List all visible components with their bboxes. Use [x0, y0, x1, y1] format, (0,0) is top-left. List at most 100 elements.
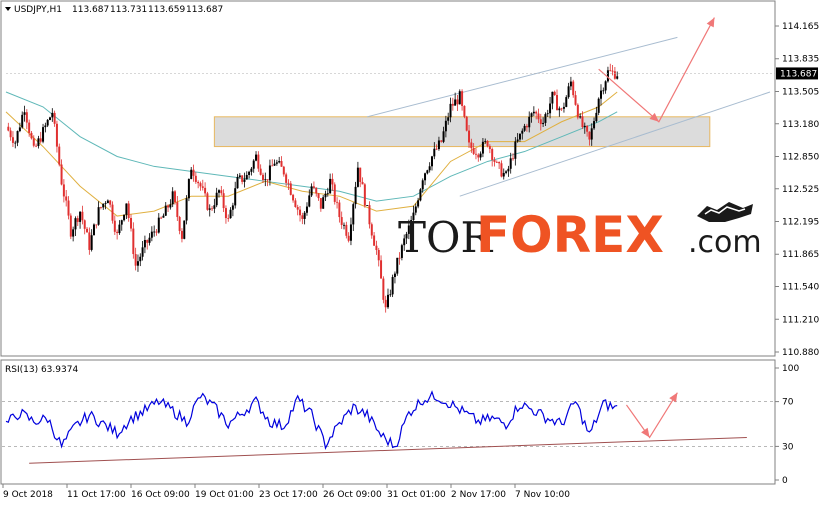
candle-body — [505, 171, 508, 173]
candle-body — [560, 108, 563, 110]
candle-body — [250, 168, 253, 172]
candle-body — [83, 220, 86, 229]
candle-body — [521, 130, 524, 134]
candle-body — [92, 224, 95, 236]
candle-body — [412, 212, 415, 221]
candle-body — [18, 127, 21, 132]
y-tick-label: 111.210 — [782, 315, 819, 325]
candle-body — [528, 116, 531, 128]
candle-body — [204, 187, 207, 194]
candle-body — [458, 91, 461, 105]
y-tick-label: 112.525 — [782, 185, 819, 195]
candle-body — [516, 139, 519, 142]
candle-body — [72, 229, 75, 237]
candle-body — [150, 231, 153, 238]
candle-body — [472, 148, 475, 154]
watermark-com: .com — [688, 225, 762, 260]
candle-body — [433, 148, 436, 157]
candle-body — [299, 209, 302, 216]
watermark-tor: TOR — [398, 213, 493, 262]
candle-body — [477, 154, 480, 158]
candle-body — [426, 170, 429, 174]
candle-body — [266, 179, 269, 181]
candle-body — [197, 181, 200, 184]
candle-body — [599, 90, 602, 99]
last-price-label: 113.687 — [780, 69, 817, 79]
x-tick-label: 9 Oct 2018 — [3, 490, 53, 500]
candle-body — [312, 186, 315, 188]
candle-body — [352, 204, 355, 225]
candle-body — [354, 186, 357, 205]
candle-body — [430, 156, 433, 167]
candle-body — [509, 158, 512, 169]
channel-upper-line — [367, 36, 678, 118]
candle-body — [562, 106, 565, 109]
candle-body — [491, 149, 494, 160]
candle-body — [428, 166, 431, 171]
candle-body — [25, 112, 28, 123]
candle-body — [130, 218, 133, 229]
candle-body — [613, 71, 616, 79]
candle-body — [465, 116, 468, 131]
candle-body — [583, 125, 586, 128]
candle-body — [569, 81, 572, 87]
candle-body — [273, 163, 276, 166]
ohlc-close: 113.687 — [186, 5, 223, 15]
x-tick-label: 11 Oct 17:00 — [67, 490, 126, 500]
candle-body — [417, 200, 420, 207]
candle-body — [435, 148, 438, 150]
candle-body — [174, 191, 177, 203]
candle-body — [14, 142, 17, 144]
candle-body — [125, 203, 128, 215]
candle-body — [222, 193, 225, 209]
candle-body — [606, 70, 609, 82]
candle-body — [53, 112, 56, 124]
candle-body — [160, 217, 163, 219]
forecast-arrowhead — [649, 112, 659, 122]
candle-body — [558, 108, 561, 111]
candle-body — [387, 294, 389, 308]
candle-body — [229, 209, 232, 219]
candle-body — [120, 220, 123, 225]
candle-body — [604, 81, 607, 91]
candle-body — [37, 138, 40, 147]
candle-body — [400, 245, 403, 258]
candle-body — [544, 114, 547, 123]
candle-body — [257, 154, 260, 169]
candle-body — [74, 218, 77, 230]
rsi-line — [5, 390, 618, 450]
candle-body — [403, 238, 406, 246]
candle-body — [146, 239, 149, 243]
symbol-dropdown-icon[interactable] — [5, 7, 11, 11]
candle-body — [48, 117, 51, 120]
candle-body — [289, 183, 292, 195]
candle-body — [389, 294, 392, 296]
candle-body — [553, 91, 556, 96]
candle-body — [201, 186, 204, 188]
candle-body — [470, 142, 473, 149]
candle-body — [616, 76, 619, 79]
candle-body — [507, 168, 510, 172]
candle-body — [23, 112, 26, 115]
candles — [7, 63, 619, 313]
candle-body — [567, 86, 570, 98]
candle-body — [141, 247, 144, 257]
candle-body — [574, 95, 577, 105]
candle-body — [32, 138, 35, 146]
candle-body — [215, 192, 218, 206]
candle-body — [463, 105, 466, 117]
candle-body — [42, 127, 45, 142]
candle-body — [255, 154, 258, 161]
y-tick-label: 113.835 — [782, 55, 819, 65]
candle-body — [248, 171, 251, 175]
candle-body — [343, 224, 346, 226]
candle-body — [447, 117, 450, 121]
candle-body — [155, 231, 158, 233]
candle-body — [67, 200, 70, 216]
candle-body — [132, 228, 135, 255]
candle-body — [169, 204, 172, 208]
candle-body — [275, 162, 278, 164]
candle-body — [227, 218, 230, 219]
candle-body — [414, 206, 417, 213]
candle-body — [11, 137, 14, 143]
